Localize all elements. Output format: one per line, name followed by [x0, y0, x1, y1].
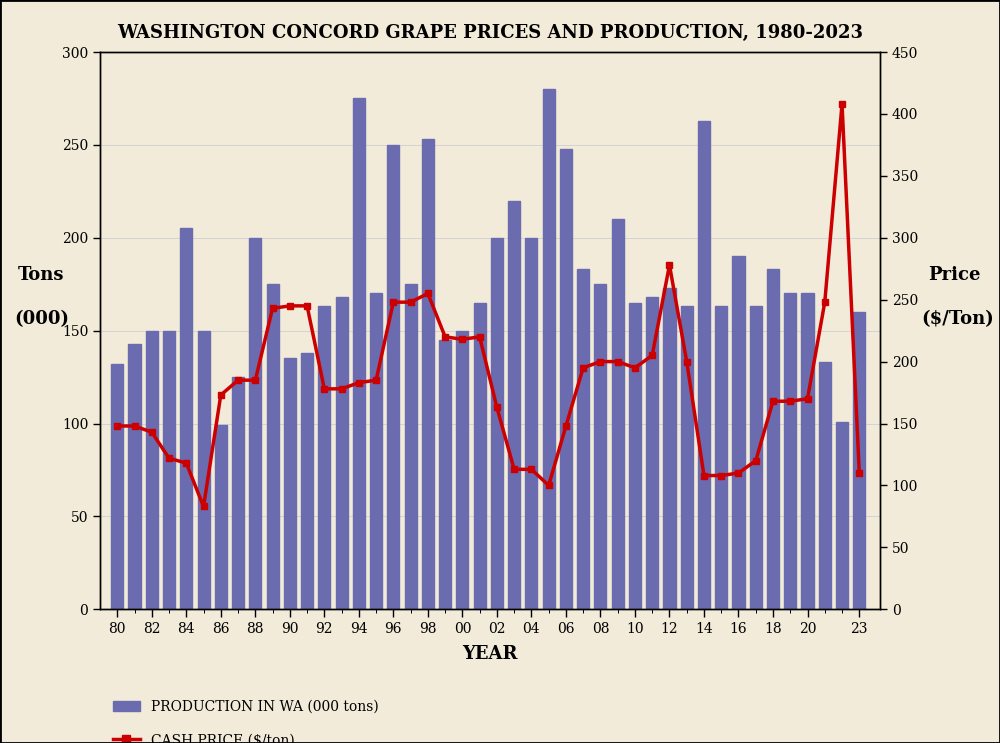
Bar [111, 364, 123, 609]
Bar [474, 302, 486, 609]
Bar [215, 425, 227, 609]
Text: Tons: Tons [18, 266, 65, 284]
Bar [646, 297, 658, 609]
Bar [491, 238, 503, 609]
Bar [249, 238, 261, 609]
Bar [629, 302, 641, 609]
Bar [801, 293, 814, 609]
Bar [456, 331, 468, 609]
Bar [387, 145, 399, 609]
Bar [853, 312, 865, 609]
Bar [577, 269, 589, 609]
Bar [663, 288, 676, 609]
Bar [698, 120, 710, 609]
Bar [301, 353, 313, 609]
Bar [767, 269, 779, 609]
Bar [715, 306, 727, 609]
Text: Price: Price [928, 266, 980, 284]
Legend: CASH PRICE ($/ton): CASH PRICE ($/ton) [107, 727, 301, 743]
Text: ($/Ton): ($/Ton) [922, 311, 994, 328]
Bar [784, 293, 796, 609]
Bar [594, 284, 606, 609]
Bar [681, 306, 693, 609]
Bar [336, 297, 348, 609]
Text: (000): (000) [14, 311, 69, 328]
Bar [508, 201, 520, 609]
Bar [146, 331, 158, 609]
Bar [353, 98, 365, 609]
Bar [405, 284, 417, 609]
Bar [267, 284, 279, 609]
Bar [422, 139, 434, 609]
Bar [370, 293, 382, 609]
Title: WASHINGTON CONCORD GRAPE PRICES AND PRODUCTION, 1980-2023: WASHINGTON CONCORD GRAPE PRICES AND PROD… [117, 24, 863, 42]
Bar [163, 331, 175, 609]
Bar [732, 256, 745, 609]
Bar [612, 219, 624, 609]
Bar [128, 343, 141, 609]
Bar [836, 421, 848, 609]
Bar [560, 149, 572, 609]
Bar [198, 331, 210, 609]
Bar [284, 358, 296, 609]
Bar [543, 89, 555, 609]
Bar [525, 238, 537, 609]
X-axis label: YEAR: YEAR [462, 645, 518, 663]
Bar [750, 306, 762, 609]
Bar [232, 377, 244, 609]
Bar [318, 306, 330, 609]
Bar [180, 229, 192, 609]
Bar [439, 340, 451, 609]
Bar [819, 362, 831, 609]
